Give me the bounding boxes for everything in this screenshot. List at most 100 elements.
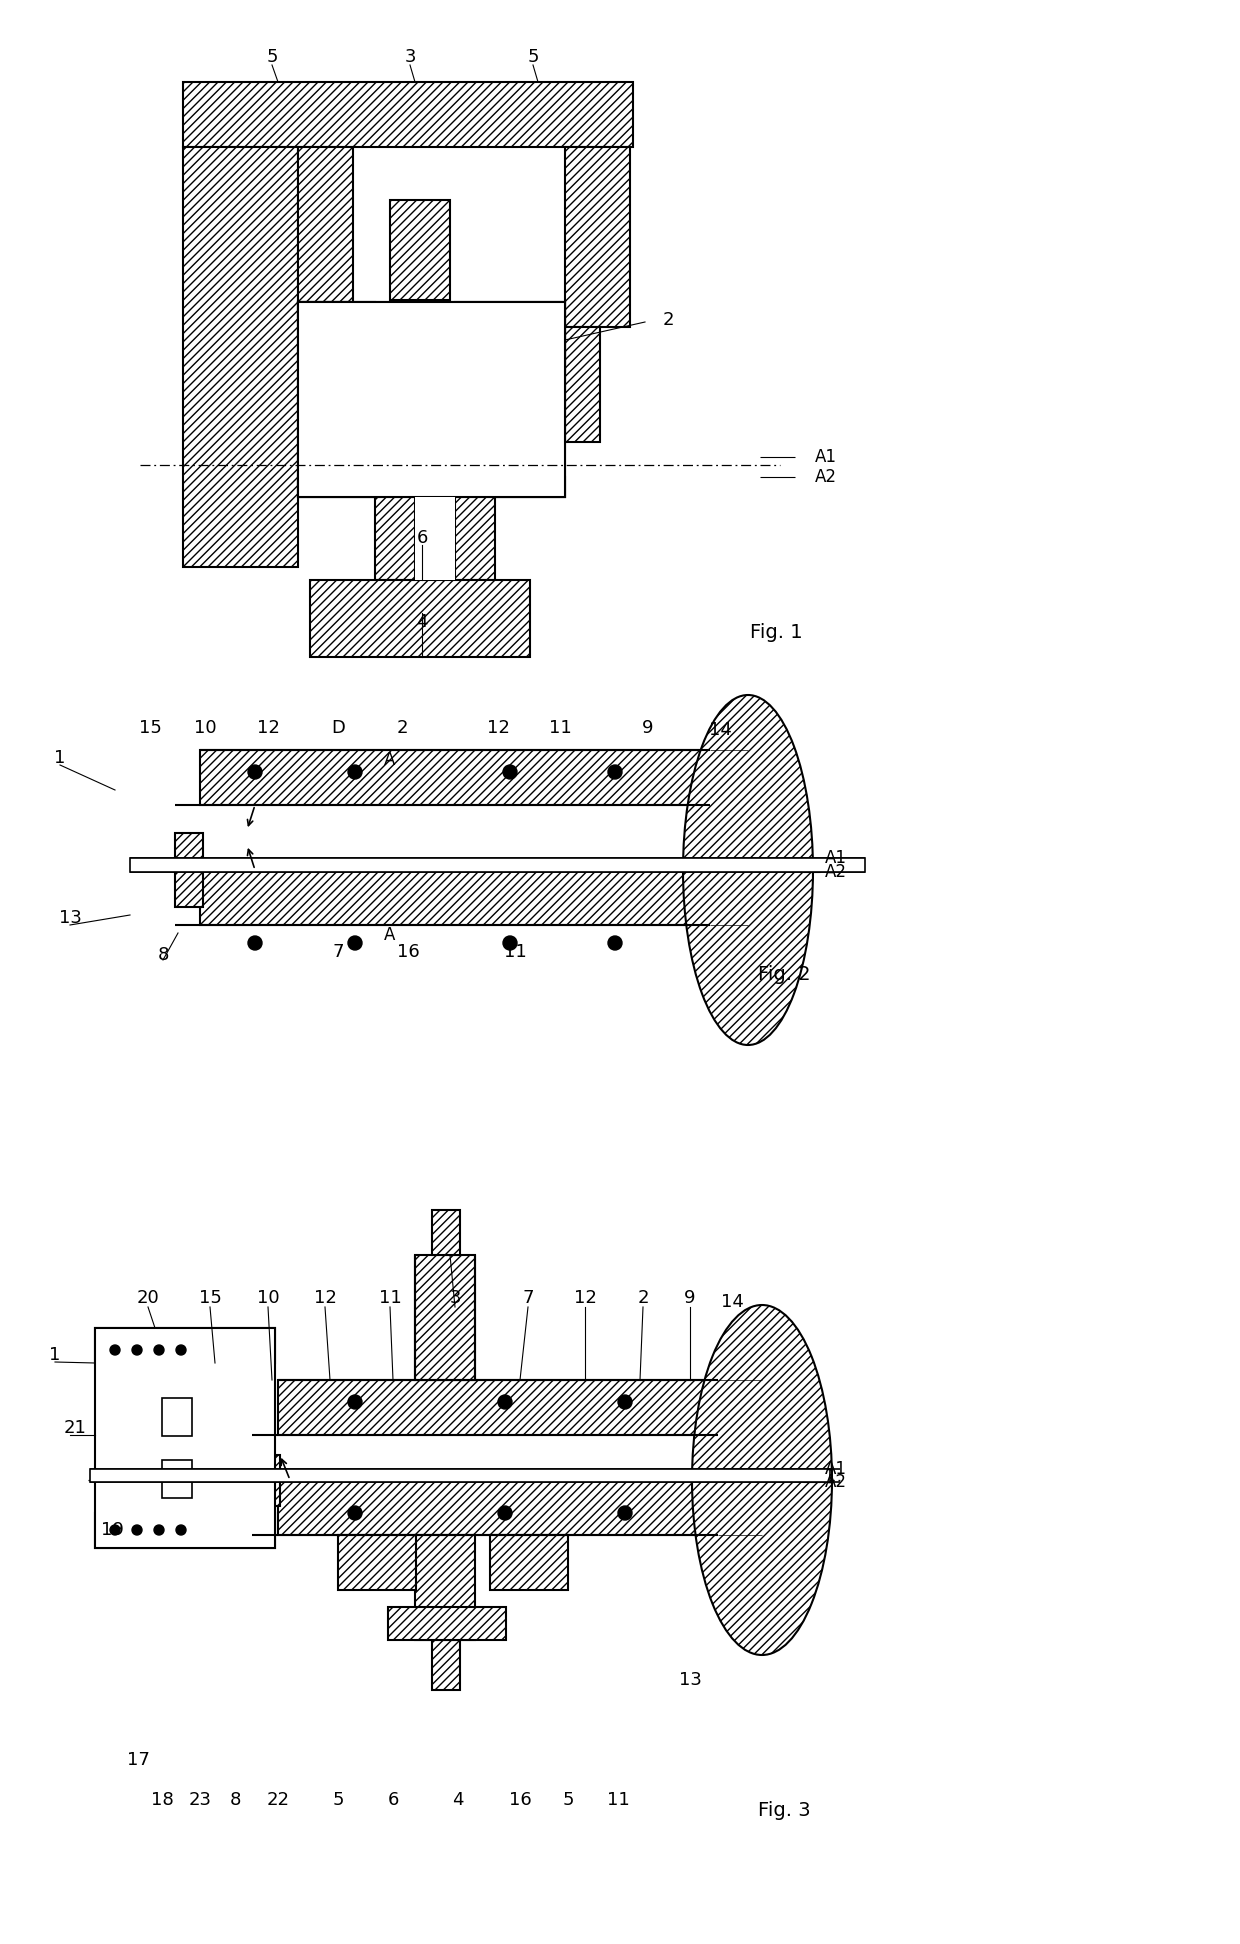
- Text: 8: 8: [229, 1790, 241, 1810]
- Text: 23: 23: [188, 1790, 212, 1810]
- Text: 12: 12: [314, 1289, 336, 1306]
- Text: 14: 14: [708, 721, 732, 739]
- Circle shape: [348, 1507, 362, 1520]
- Text: 4: 4: [453, 1790, 464, 1810]
- Bar: [298, 301, 374, 498]
- Text: 3: 3: [404, 49, 415, 66]
- Text: A: A: [384, 925, 396, 945]
- Bar: [310, 579, 529, 657]
- Circle shape: [248, 935, 262, 951]
- Bar: [415, 1256, 475, 1380]
- Text: 7: 7: [332, 943, 343, 960]
- Circle shape: [110, 1524, 120, 1536]
- Bar: [565, 148, 630, 327]
- Bar: [529, 327, 565, 371]
- Bar: [252, 1454, 280, 1481]
- Text: 2: 2: [662, 311, 673, 329]
- Bar: [91, 1470, 830, 1481]
- Bar: [130, 857, 866, 873]
- Bar: [388, 1608, 506, 1641]
- Circle shape: [608, 766, 622, 780]
- Bar: [298, 301, 565, 498]
- Bar: [278, 1380, 718, 1435]
- Ellipse shape: [692, 1304, 832, 1654]
- Text: D: D: [331, 719, 345, 737]
- Text: 6: 6: [387, 1790, 399, 1810]
- Bar: [415, 1536, 475, 1641]
- Text: A1: A1: [825, 850, 847, 867]
- Bar: [95, 1328, 275, 1363]
- Bar: [711, 871, 738, 908]
- Circle shape: [176, 1345, 186, 1355]
- Text: A1: A1: [815, 447, 837, 467]
- Bar: [565, 327, 600, 441]
- Bar: [391, 200, 450, 299]
- Bar: [200, 871, 711, 925]
- Bar: [432, 1641, 460, 1689]
- Text: 1: 1: [50, 1345, 61, 1365]
- Bar: [718, 1479, 746, 1507]
- Text: 11: 11: [503, 943, 526, 960]
- Text: 2: 2: [397, 719, 408, 737]
- Text: 12: 12: [486, 719, 510, 737]
- Text: Fig. 1: Fig. 1: [750, 622, 802, 642]
- Text: 11: 11: [548, 719, 572, 737]
- Bar: [95, 1328, 275, 1547]
- Circle shape: [110, 1345, 120, 1355]
- Bar: [175, 832, 203, 871]
- Text: 22: 22: [267, 1790, 289, 1810]
- Bar: [184, 148, 298, 568]
- Bar: [711, 832, 738, 871]
- Bar: [455, 498, 495, 579]
- Bar: [374, 498, 415, 579]
- Text: 19: 19: [100, 1520, 124, 1540]
- Text: Fig. 2: Fig. 2: [758, 966, 811, 984]
- Text: Fig. 3: Fig. 3: [758, 1800, 811, 1820]
- Text: 1: 1: [55, 748, 66, 768]
- Text: 5: 5: [332, 1790, 343, 1810]
- Text: 5: 5: [267, 49, 278, 66]
- Bar: [455, 301, 565, 498]
- Text: 8: 8: [157, 947, 169, 964]
- Circle shape: [154, 1524, 164, 1536]
- Text: 2: 2: [637, 1289, 649, 1306]
- Circle shape: [618, 1507, 632, 1520]
- Circle shape: [131, 1345, 143, 1355]
- Text: 15: 15: [139, 719, 161, 737]
- Circle shape: [131, 1524, 143, 1536]
- Circle shape: [503, 766, 517, 780]
- Circle shape: [498, 1396, 512, 1409]
- Text: A: A: [384, 750, 396, 770]
- Bar: [298, 476, 565, 498]
- Bar: [415, 498, 455, 579]
- Text: 13: 13: [58, 910, 82, 927]
- Text: 11: 11: [606, 1790, 630, 1810]
- Text: 10: 10: [257, 1289, 279, 1306]
- Circle shape: [498, 1507, 512, 1520]
- Circle shape: [248, 766, 262, 780]
- Bar: [490, 1536, 568, 1590]
- Bar: [374, 323, 455, 476]
- Bar: [95, 1512, 275, 1547]
- Bar: [184, 82, 632, 148]
- Circle shape: [348, 935, 362, 951]
- Text: 7: 7: [522, 1289, 533, 1306]
- Bar: [718, 1454, 746, 1481]
- Text: 9: 9: [642, 719, 653, 737]
- Bar: [162, 1460, 192, 1499]
- Bar: [175, 871, 203, 908]
- Text: 10: 10: [193, 719, 216, 737]
- Bar: [432, 1209, 460, 1256]
- Text: 21: 21: [63, 1419, 87, 1437]
- Bar: [298, 301, 565, 323]
- Text: A1: A1: [825, 1460, 847, 1477]
- Text: 6: 6: [417, 529, 428, 546]
- Bar: [298, 148, 353, 301]
- Bar: [278, 1479, 718, 1536]
- Text: 16: 16: [508, 1790, 532, 1810]
- Text: 5: 5: [527, 49, 538, 66]
- Bar: [252, 1479, 280, 1507]
- Text: 17: 17: [126, 1752, 150, 1769]
- Text: 16: 16: [397, 943, 419, 960]
- Text: 12: 12: [574, 1289, 596, 1306]
